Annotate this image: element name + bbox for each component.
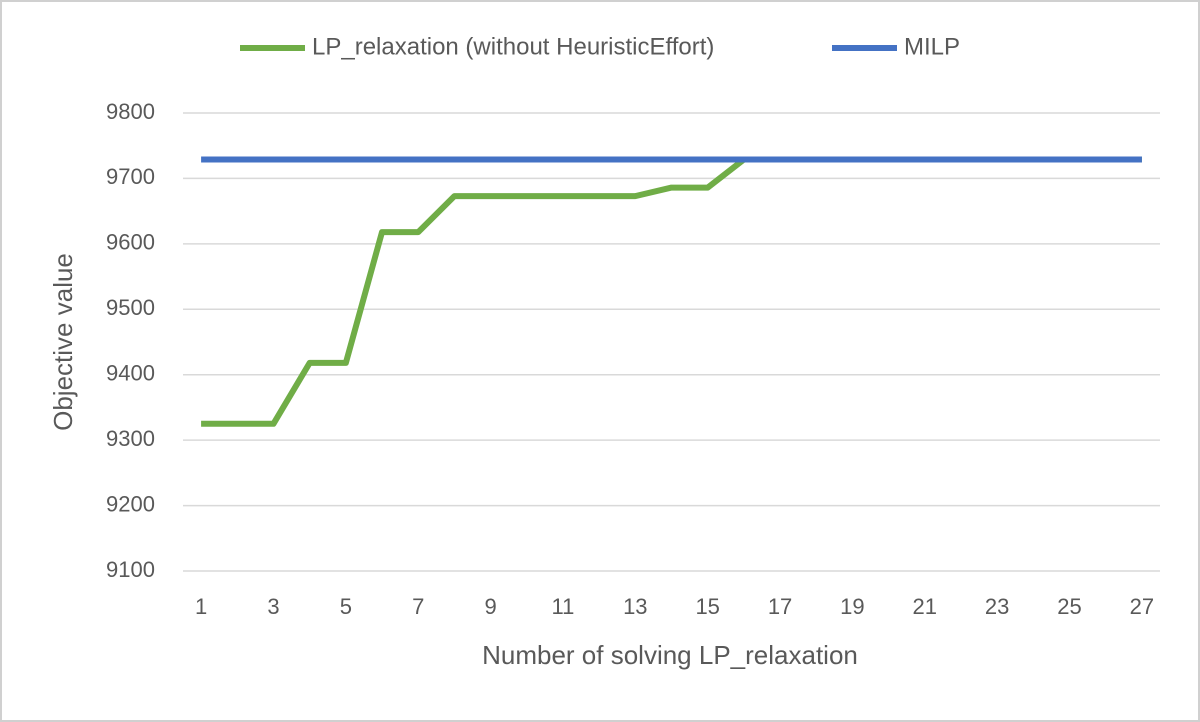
y-tick-label: 9800 (106, 99, 155, 124)
y-tick-label: 9700 (106, 164, 155, 189)
x-tick-label: 7 (412, 594, 424, 619)
x-tick-label: 21 (913, 594, 937, 619)
legend-label: LP_relaxation (without HeuristicEffort) (312, 33, 714, 60)
y-tick-label: 9400 (106, 361, 155, 386)
x-tick-label: 5 (340, 594, 352, 619)
x-tick-label: 9 (484, 594, 496, 619)
y-tick-label: 9600 (106, 230, 155, 255)
x-tick-label: 19 (840, 594, 864, 619)
y-tick-label: 9100 (106, 557, 155, 582)
x-axis-title: Number of solving LP_relaxation (482, 640, 858, 670)
x-tick-label: 1 (195, 594, 207, 619)
x-tick-label: 3 (267, 594, 279, 619)
x-tick-label: 27 (1130, 594, 1154, 619)
y-tick-label: 9200 (106, 491, 155, 516)
x-tick-label: 13 (623, 594, 647, 619)
y-tick-label: 9300 (106, 426, 155, 451)
y-axis-title: Objective value (48, 253, 78, 431)
x-tick-label: 11 (552, 594, 575, 619)
legend-label: MILP (904, 33, 960, 60)
x-tick-label: 15 (695, 594, 719, 619)
x-tick-label: 25 (1057, 594, 1081, 619)
x-tick-label: 23 (985, 594, 1009, 619)
x-tick-label: 17 (768, 594, 792, 619)
y-tick-label: 9500 (106, 295, 155, 320)
